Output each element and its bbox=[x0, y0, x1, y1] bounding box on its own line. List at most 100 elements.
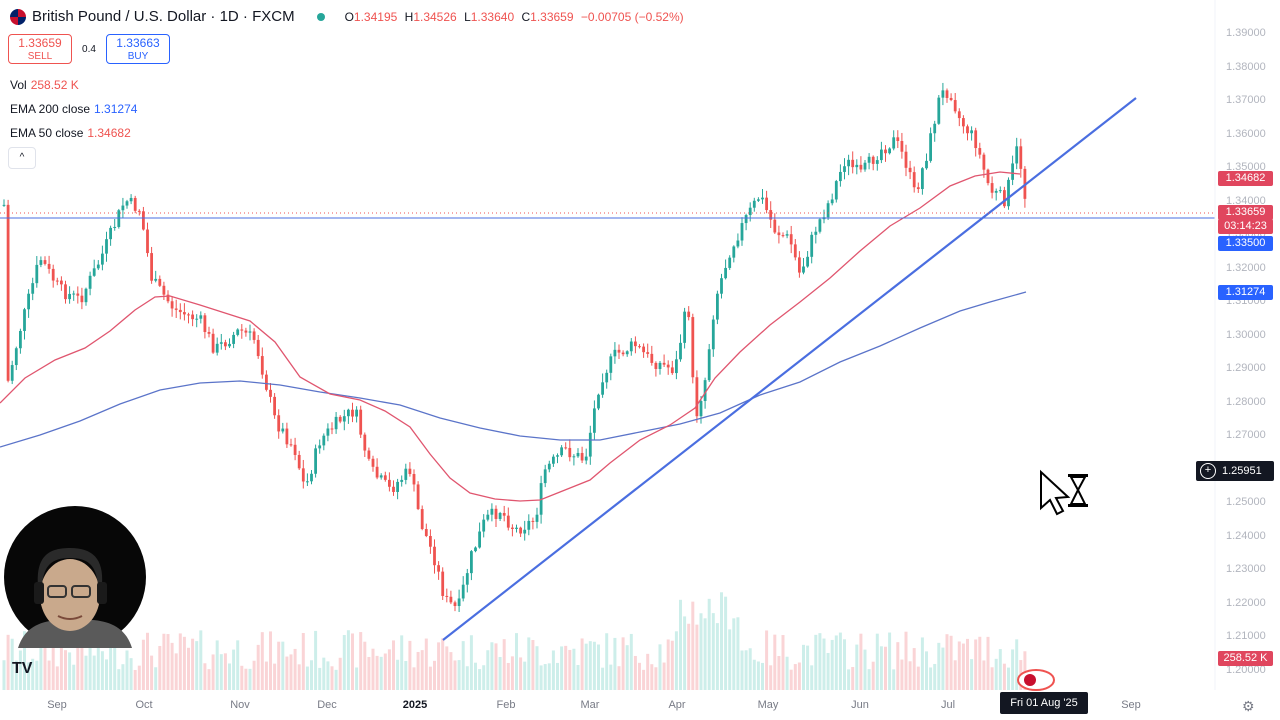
candle-body bbox=[2, 204, 6, 206]
volume-bar bbox=[912, 648, 916, 690]
candle-body bbox=[884, 149, 887, 154]
volume-bar bbox=[658, 644, 662, 690]
volume-bar bbox=[281, 641, 285, 690]
volume-bar bbox=[129, 658, 133, 690]
volume-bar bbox=[826, 652, 830, 690]
candle-body bbox=[666, 364, 670, 368]
volume-bar bbox=[736, 617, 740, 690]
candle-body bbox=[474, 547, 477, 552]
volume-bar bbox=[945, 634, 949, 690]
volume-bar bbox=[896, 642, 900, 690]
candle-body bbox=[1015, 146, 1019, 164]
candle-body bbox=[158, 278, 162, 286]
indicator-volume[interactable]: Vol 258.52 K bbox=[10, 78, 79, 92]
candle-body bbox=[293, 444, 297, 455]
volume-bars bbox=[2, 592, 1027, 690]
candle-body bbox=[101, 253, 104, 265]
volume-bar bbox=[236, 640, 240, 690]
price-tick: 1.29000 bbox=[1226, 362, 1266, 374]
volume-bar bbox=[506, 662, 510, 690]
candle-body bbox=[896, 137, 900, 141]
volume-bar bbox=[178, 633, 182, 690]
symbol-header[interactable]: British Pound / U.S. Dollar · 1D · FXCM … bbox=[10, 8, 684, 25]
volume-bar bbox=[117, 669, 121, 690]
volume-bar bbox=[601, 667, 605, 690]
candle-body bbox=[445, 595, 449, 597]
candle-body bbox=[88, 275, 92, 289]
volume-bar bbox=[23, 631, 26, 690]
volume-bar bbox=[715, 623, 719, 690]
price-tick: 1.22000 bbox=[1226, 596, 1266, 609]
candle-body bbox=[962, 118, 965, 127]
buy-button[interactable]: 1.33663 BUY bbox=[106, 34, 170, 64]
volume-bar bbox=[654, 667, 658, 690]
volume-bar bbox=[228, 663, 231, 690]
volume-bar bbox=[929, 667, 933, 690]
add-alert-plus-icon[interactable]: + bbox=[1200, 463, 1216, 479]
candle-body bbox=[174, 308, 178, 310]
sell-button[interactable]: 1.33659 SELL bbox=[8, 34, 72, 64]
candle-body bbox=[937, 97, 941, 124]
volume-bar bbox=[494, 643, 498, 690]
volume-bar bbox=[203, 663, 207, 690]
volume-bar bbox=[113, 636, 117, 690]
volume-bar bbox=[219, 654, 223, 690]
candle-body bbox=[769, 210, 773, 220]
candle-body bbox=[1007, 179, 1010, 207]
symbol-title[interactable]: British Pound / U.S. Dollar · 1D · FXCM bbox=[32, 8, 295, 25]
candle-body bbox=[679, 342, 682, 360]
volume-bar bbox=[465, 666, 469, 690]
volume-bar bbox=[314, 630, 318, 690]
volume-bar bbox=[900, 659, 904, 690]
volume-bar bbox=[531, 639, 535, 690]
price-tick: 1.38000 bbox=[1226, 60, 1266, 73]
candle-body bbox=[404, 468, 408, 480]
collapse-indicators-button[interactable]: ^ bbox=[8, 147, 36, 169]
indicator-ema-50[interactable]: EMA 50 close 1.34682 bbox=[10, 126, 131, 140]
candle-body bbox=[974, 130, 978, 149]
candle-body bbox=[880, 149, 883, 161]
volume-bar bbox=[2, 660, 6, 690]
volume-bar bbox=[638, 662, 641, 690]
volume-bar bbox=[793, 664, 797, 690]
tradingview-logo-icon[interactable]: TV bbox=[12, 660, 33, 677]
price-tick: 1.32000 bbox=[1226, 261, 1266, 274]
indicator-ema-200[interactable]: EMA 200 close 1.31274 bbox=[10, 102, 137, 116]
volume-bar bbox=[310, 660, 313, 690]
candle-body bbox=[137, 210, 141, 212]
volume-bar bbox=[482, 665, 486, 690]
volume-bar bbox=[1007, 667, 1010, 690]
change-value: −0.00705 (−0.52%) bbox=[580, 9, 684, 24]
high-key: H bbox=[404, 9, 414, 24]
volume-bar bbox=[707, 598, 711, 690]
candle-body bbox=[744, 215, 748, 224]
time-tick: Dec bbox=[317, 699, 337, 711]
volume-bar bbox=[346, 630, 350, 690]
candle-body bbox=[658, 362, 662, 369]
volume-bar bbox=[957, 641, 961, 690]
volume-bar bbox=[100, 651, 104, 690]
candle-body bbox=[43, 260, 47, 264]
candle-body bbox=[412, 474, 416, 485]
gear-icon[interactable]: ⚙ bbox=[1242, 698, 1255, 714]
candle-body bbox=[949, 97, 953, 101]
candle-body bbox=[875, 160, 879, 164]
volume-bar bbox=[949, 635, 953, 690]
candle-body bbox=[84, 288, 88, 303]
candle-body bbox=[392, 486, 395, 492]
candle-body bbox=[904, 151, 908, 168]
volume-bar bbox=[650, 664, 654, 690]
open-key: O bbox=[344, 9, 354, 24]
time-tick: Mar bbox=[580, 699, 600, 711]
candle-body bbox=[912, 172, 916, 188]
volume-bar bbox=[576, 665, 580, 690]
candle-body bbox=[248, 331, 252, 333]
ascending-trendline[interactable] bbox=[442, 97, 1137, 641]
crosshair-price-label[interactable]: + 1.25951 bbox=[1196, 461, 1274, 481]
candle-body bbox=[14, 348, 18, 366]
candle-body bbox=[560, 447, 563, 456]
volume-bar bbox=[182, 636, 186, 690]
candle-body bbox=[597, 394, 600, 409]
candle-body bbox=[478, 531, 481, 548]
